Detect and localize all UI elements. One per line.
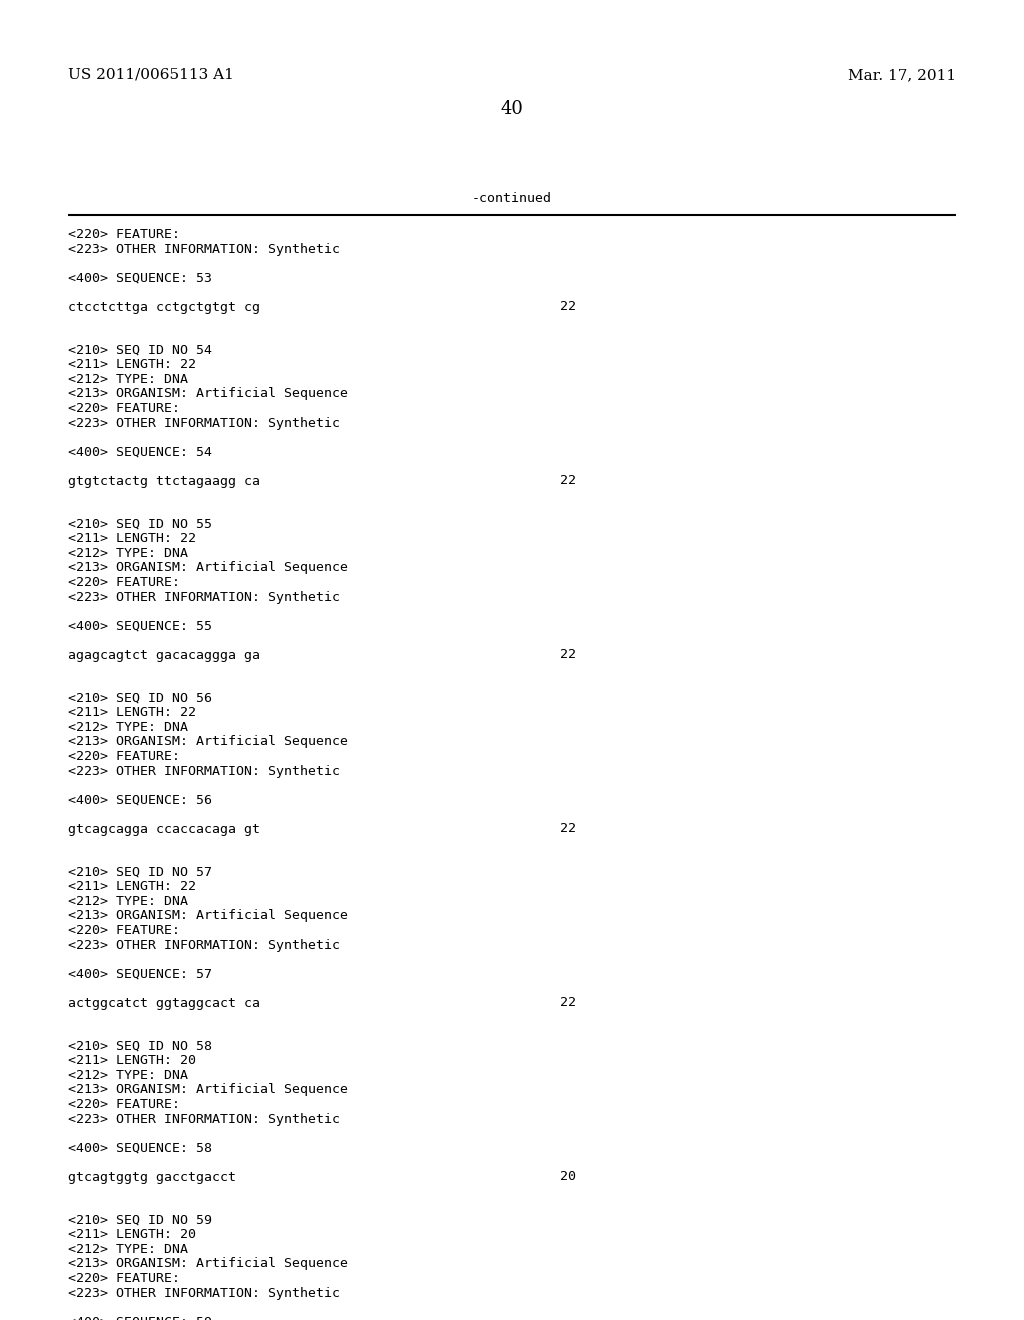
- Text: <212> TYPE: DNA: <212> TYPE: DNA: [68, 374, 188, 385]
- Text: <220> FEATURE:: <220> FEATURE:: [68, 750, 180, 763]
- Text: <400> SEQUENCE: 53: <400> SEQUENCE: 53: [68, 272, 212, 285]
- Text: <212> TYPE: DNA: <212> TYPE: DNA: [68, 721, 188, 734]
- Text: 22: 22: [560, 997, 575, 1010]
- Text: <211> LENGTH: 22: <211> LENGTH: 22: [68, 880, 196, 894]
- Text: <400> SEQUENCE: 57: <400> SEQUENCE: 57: [68, 968, 212, 981]
- Text: ctcctcttga cctgctgtgt cg: ctcctcttga cctgctgtgt cg: [68, 301, 260, 314]
- Text: 20: 20: [560, 1171, 575, 1184]
- Text: <213> ORGANISM: Artificial Sequence: <213> ORGANISM: Artificial Sequence: [68, 1258, 348, 1270]
- Text: <223> OTHER INFORMATION: Synthetic: <223> OTHER INFORMATION: Synthetic: [68, 243, 340, 256]
- Text: 22: 22: [560, 822, 575, 836]
- Text: <210> SEQ ID NO 54: <210> SEQ ID NO 54: [68, 345, 212, 356]
- Text: <211> LENGTH: 22: <211> LENGTH: 22: [68, 706, 196, 719]
- Text: -continued: -continued: [472, 191, 552, 205]
- Text: <212> TYPE: DNA: <212> TYPE: DNA: [68, 895, 188, 908]
- Text: <220> FEATURE:: <220> FEATURE:: [68, 1098, 180, 1111]
- Text: gtcagcagga ccaccacaga gt: gtcagcagga ccaccacaga gt: [68, 822, 260, 836]
- Text: <400> SEQUENCE: 58: <400> SEQUENCE: 58: [68, 1142, 212, 1155]
- Text: <213> ORGANISM: Artificial Sequence: <213> ORGANISM: Artificial Sequence: [68, 1084, 348, 1097]
- Text: <212> TYPE: DNA: <212> TYPE: DNA: [68, 1243, 188, 1257]
- Text: <213> ORGANISM: Artificial Sequence: <213> ORGANISM: Artificial Sequence: [68, 388, 348, 400]
- Text: <211> LENGTH: 20: <211> LENGTH: 20: [68, 1229, 196, 1242]
- Text: gtgtctactg ttctagaagg ca: gtgtctactg ttctagaagg ca: [68, 474, 260, 487]
- Text: <400> SEQUENCE: 55: <400> SEQUENCE: 55: [68, 619, 212, 632]
- Text: <210> SEQ ID NO 59: <210> SEQ ID NO 59: [68, 1214, 212, 1228]
- Text: <400> SEQUENCE: 56: <400> SEQUENCE: 56: [68, 793, 212, 807]
- Text: <223> OTHER INFORMATION: Synthetic: <223> OTHER INFORMATION: Synthetic: [68, 417, 340, 429]
- Text: gtcagtggtg gacctgacct: gtcagtggtg gacctgacct: [68, 1171, 236, 1184]
- Text: <211> LENGTH: 22: <211> LENGTH: 22: [68, 532, 196, 545]
- Text: <210> SEQ ID NO 58: <210> SEQ ID NO 58: [68, 1040, 212, 1053]
- Text: <220> FEATURE:: <220> FEATURE:: [68, 228, 180, 242]
- Text: <211> LENGTH: 20: <211> LENGTH: 20: [68, 1055, 196, 1068]
- Text: 22: 22: [560, 301, 575, 314]
- Text: <400> SEQUENCE: 54: <400> SEQUENCE: 54: [68, 446, 212, 458]
- Text: <212> TYPE: DNA: <212> TYPE: DNA: [68, 1069, 188, 1082]
- Text: 22: 22: [560, 474, 575, 487]
- Text: <213> ORGANISM: Artificial Sequence: <213> ORGANISM: Artificial Sequence: [68, 561, 348, 574]
- Text: 40: 40: [501, 100, 523, 117]
- Text: <223> OTHER INFORMATION: Synthetic: <223> OTHER INFORMATION: Synthetic: [68, 1113, 340, 1126]
- Text: 22: 22: [560, 648, 575, 661]
- Text: <212> TYPE: DNA: <212> TYPE: DNA: [68, 546, 188, 560]
- Text: <220> FEATURE:: <220> FEATURE:: [68, 403, 180, 414]
- Text: <223> OTHER INFORMATION: Synthetic: <223> OTHER INFORMATION: Synthetic: [68, 764, 340, 777]
- Text: agagcagtct gacacaggga ga: agagcagtct gacacaggga ga: [68, 648, 260, 661]
- Text: <223> OTHER INFORMATION: Synthetic: <223> OTHER INFORMATION: Synthetic: [68, 1287, 340, 1299]
- Text: <223> OTHER INFORMATION: Synthetic: <223> OTHER INFORMATION: Synthetic: [68, 939, 340, 952]
- Text: <220> FEATURE:: <220> FEATURE:: [68, 924, 180, 937]
- Text: <210> SEQ ID NO 55: <210> SEQ ID NO 55: [68, 517, 212, 531]
- Text: <210> SEQ ID NO 57: <210> SEQ ID NO 57: [68, 866, 212, 879]
- Text: US 2011/0065113 A1: US 2011/0065113 A1: [68, 69, 233, 82]
- Text: <223> OTHER INFORMATION: Synthetic: <223> OTHER INFORMATION: Synthetic: [68, 590, 340, 603]
- Text: <213> ORGANISM: Artificial Sequence: <213> ORGANISM: Artificial Sequence: [68, 909, 348, 923]
- Text: <220> FEATURE:: <220> FEATURE:: [68, 1272, 180, 1284]
- Text: <213> ORGANISM: Artificial Sequence: <213> ORGANISM: Artificial Sequence: [68, 735, 348, 748]
- Text: <210> SEQ ID NO 56: <210> SEQ ID NO 56: [68, 692, 212, 705]
- Text: actggcatct ggtaggcact ca: actggcatct ggtaggcact ca: [68, 997, 260, 1010]
- Text: <400> SEQUENCE: 59: <400> SEQUENCE: 59: [68, 1316, 212, 1320]
- Text: Mar. 17, 2011: Mar. 17, 2011: [848, 69, 956, 82]
- Text: <220> FEATURE:: <220> FEATURE:: [68, 576, 180, 589]
- Text: <211> LENGTH: 22: <211> LENGTH: 22: [68, 359, 196, 371]
